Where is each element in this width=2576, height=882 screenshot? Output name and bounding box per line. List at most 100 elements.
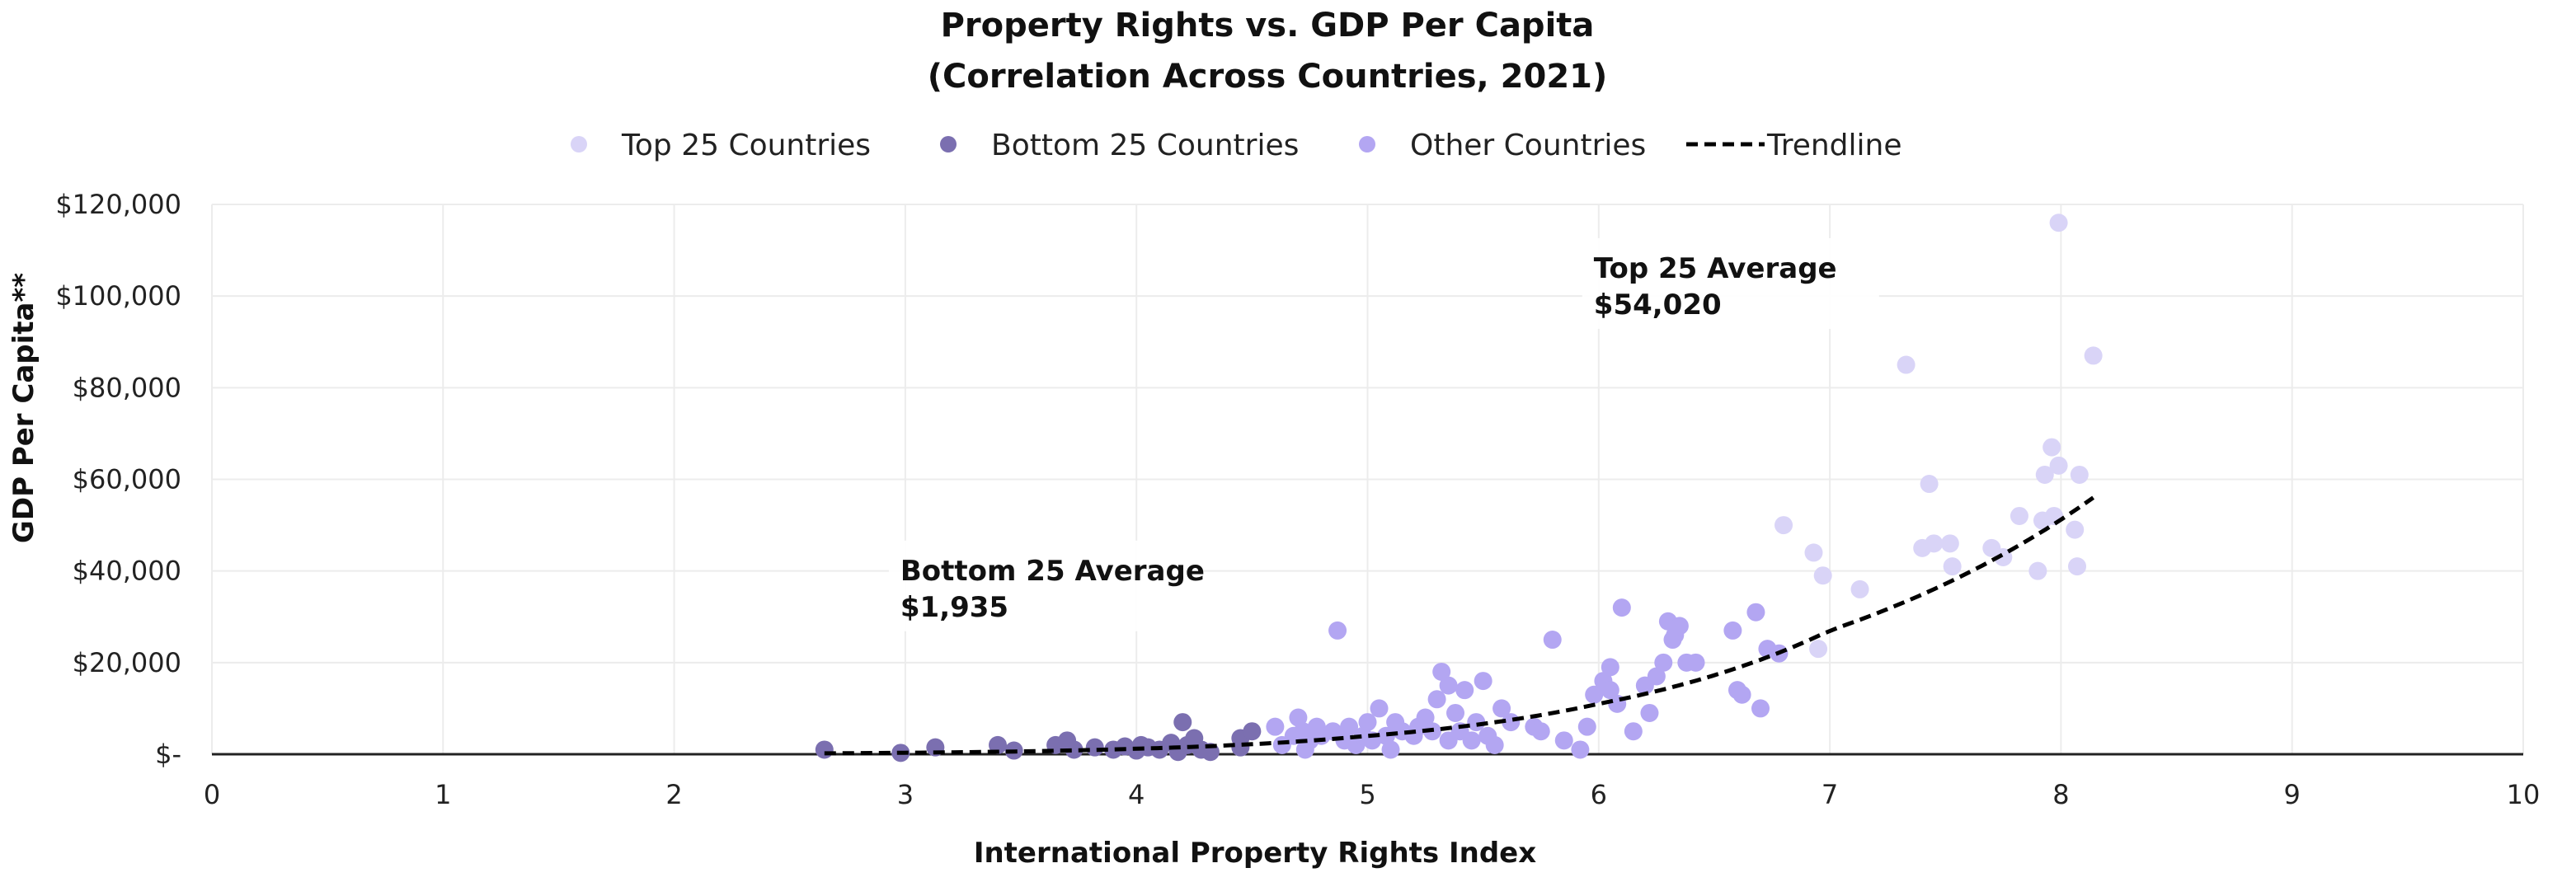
data-point	[1467, 713, 1486, 732]
data-point	[1624, 722, 1643, 741]
data-point	[1809, 640, 1828, 659]
data-point	[1381, 740, 1400, 759]
data-point	[1131, 735, 1150, 754]
x-tick-label: 7	[1822, 779, 1838, 810]
data-point	[1462, 731, 1481, 750]
legend-marker-bottom-25	[940, 136, 957, 152]
data-point	[1670, 617, 1689, 636]
data-point	[2010, 506, 2028, 525]
annotation-text: $1,935	[900, 591, 1008, 624]
data-point	[2070, 465, 2089, 484]
data-point	[1640, 703, 1659, 722]
legend-marker-top-25	[571, 136, 587, 152]
x-tick-label: 4	[1128, 779, 1145, 810]
legend-label-trendline: Trendline	[1766, 129, 1902, 162]
data-point	[1439, 676, 1458, 695]
annotation-text: Bottom 25 Average	[900, 555, 1205, 588]
x-tick-label: 3	[897, 779, 914, 810]
data-point	[815, 740, 834, 759]
annotation-box	[888, 540, 1186, 631]
legend-marker-other	[1359, 136, 1375, 152]
data-point	[1370, 699, 1389, 718]
data-point	[1577, 717, 1596, 736]
y-tick-label: $120,000	[55, 189, 181, 220]
data-point	[2049, 456, 2068, 475]
data-point	[1686, 653, 1705, 672]
data-point	[2066, 520, 2085, 539]
data-point	[1474, 672, 1492, 691]
data-point	[1601, 681, 1619, 700]
annotation-text: Top 25 Average	[1594, 252, 1837, 285]
data-point	[1335, 731, 1354, 750]
data-point	[1485, 735, 1504, 754]
annotations: Top 25 Average $54,020 Bottom 25 Average$1…	[888, 237, 1879, 631]
gridlines	[211, 204, 2524, 756]
x-axis-title: International Property Rights Index	[974, 837, 1536, 870]
x-tick-label: 9	[2284, 779, 2301, 810]
data-point	[1554, 731, 1573, 750]
data-point	[1982, 538, 2001, 557]
axis-ticks: 0 1 2 3 4 5 6 7 8 9 10 $- $20,000 $40,000 $60,000 $80,0…	[55, 189, 2540, 810]
data-point	[1085, 738, 1104, 757]
chart-title-line-2: (Correlation Across Countries, 2021)	[928, 58, 1608, 96]
data-point	[2035, 465, 2054, 484]
legend-label-bottom-25: Bottom 25 Countries	[991, 129, 1299, 162]
data-point	[1328, 621, 1347, 640]
data-point	[1492, 699, 1511, 718]
data-point	[1654, 653, 1673, 672]
data-point	[1531, 722, 1550, 741]
data-point	[2028, 561, 2047, 580]
y-axis-title: GDP Per Capita**	[7, 273, 40, 543]
data-point	[1746, 603, 1765, 622]
x-tick-label: 1	[435, 779, 451, 810]
x-tick-label: 10	[2507, 779, 2541, 810]
x-tick-label: 8	[2052, 779, 2069, 810]
y-tick-label: $80,000	[73, 372, 181, 403]
y-tick-label: $20,000	[73, 647, 181, 678]
data-point	[1732, 685, 1751, 704]
data-point	[1940, 534, 1959, 553]
annotation-text: $54,020	[1594, 289, 1722, 321]
data-point	[1723, 621, 1742, 640]
data-point	[1897, 355, 1916, 374]
data-point	[1925, 534, 1944, 553]
data-point	[1813, 566, 1832, 585]
data-point	[1804, 543, 1823, 562]
data-point	[1065, 740, 1084, 759]
data-point	[1432, 662, 1451, 681]
y-tick-label: $100,000	[55, 280, 181, 312]
data-point	[1446, 703, 1465, 722]
data-point	[1455, 681, 1474, 700]
data-point	[989, 735, 1008, 754]
data-point	[1243, 722, 1262, 741]
data-point	[1266, 717, 1285, 736]
trendline	[824, 495, 2095, 756]
x-tick-label: 6	[1591, 779, 1607, 810]
data-point	[1571, 740, 1590, 759]
data-point	[1543, 631, 1562, 650]
data-point	[1647, 667, 1666, 686]
data-point	[1751, 699, 1770, 718]
data-point	[1439, 731, 1458, 750]
data-point	[1358, 713, 1377, 732]
chart-title-line-1: Property Rights vs. GDP Per Capita	[941, 7, 1595, 45]
data-point	[1376, 726, 1395, 745]
data-point	[1775, 516, 1793, 535]
data-point	[1173, 713, 1192, 732]
y-tick-label: $60,000	[73, 464, 181, 495]
data-point	[2042, 438, 2061, 457]
x-tick-label: 2	[665, 779, 682, 810]
trendline-layer	[824, 495, 2095, 756]
legend-label-other: Other Countries	[1410, 129, 1646, 162]
data-point	[2049, 213, 2068, 232]
data-point	[1340, 717, 1359, 736]
y-tick-label: $-	[155, 739, 181, 770]
data-point	[1612, 598, 1631, 617]
legend: Top 25 Countries Bottom 25 Countries Oth…	[571, 129, 1902, 162]
data-point	[1427, 690, 1446, 709]
data-point	[1920, 475, 1939, 494]
data-point	[2084, 346, 2103, 365]
legend-label-top-25: Top 25 Countries	[621, 129, 871, 162]
